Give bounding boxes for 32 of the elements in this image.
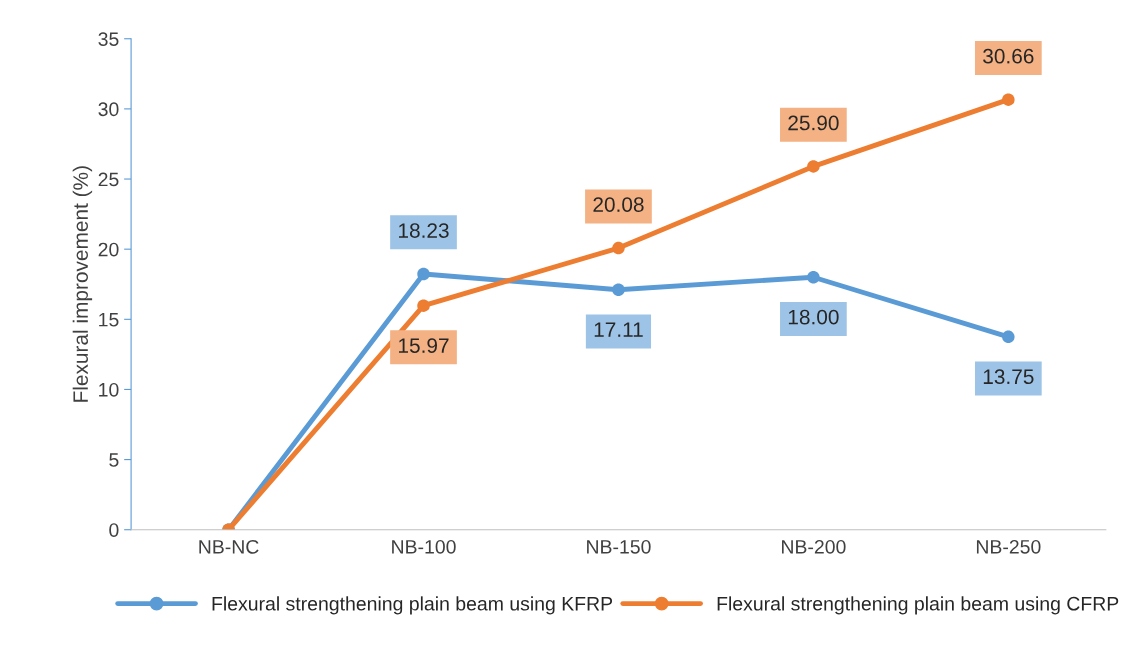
- data-label: 18.00: [788, 309, 839, 325]
- data-label: 17.11: [594, 322, 643, 337]
- point: [417, 267, 430, 281]
- y-tick-label: 20: [98, 242, 119, 257]
- legend-label: Flexural strengthening plain beam using CFRP: [717, 596, 1119, 615]
- legend-label: Flexural strengthening plain beam using KFRP: [212, 596, 613, 615]
- point: [1002, 93, 1015, 106]
- point: [612, 283, 625, 296]
- data-label: 18.23: [399, 223, 449, 238]
- y-tick-label: 0: [109, 523, 119, 537]
- data-label: 20.08: [593, 197, 644, 212]
- y-axis-title: Flexural improvement (%): [72, 166, 93, 402]
- point: [417, 299, 430, 312]
- point: [1002, 330, 1015, 344]
- data-label: 30.66: [983, 48, 1034, 64]
- point: [612, 241, 625, 255]
- x-tick-label: NB-250: [976, 539, 1041, 554]
- x-tick-label: NB-200: [782, 539, 846, 554]
- data-label: 15.97: [399, 338, 449, 353]
- x-tick-label: NB-NC: [199, 539, 259, 554]
- y-tick-label: 30: [98, 102, 119, 117]
- y-tick-label: 25: [98, 172, 119, 187]
- y-tick-label: 15: [99, 312, 119, 327]
- y-tick-label: 10: [99, 382, 119, 397]
- point: [807, 160, 820, 173]
- data-label: 25.90: [788, 115, 839, 131]
- point: [807, 270, 820, 284]
- data-label: 13.75: [983, 369, 1034, 385]
- y-tick-label: 35: [98, 32, 119, 46]
- x-tick-label: NB-100: [392, 539, 456, 554]
- y-tick-label: 5: [109, 453, 119, 467]
- x-tick-label: NB-150: [587, 539, 651, 554]
